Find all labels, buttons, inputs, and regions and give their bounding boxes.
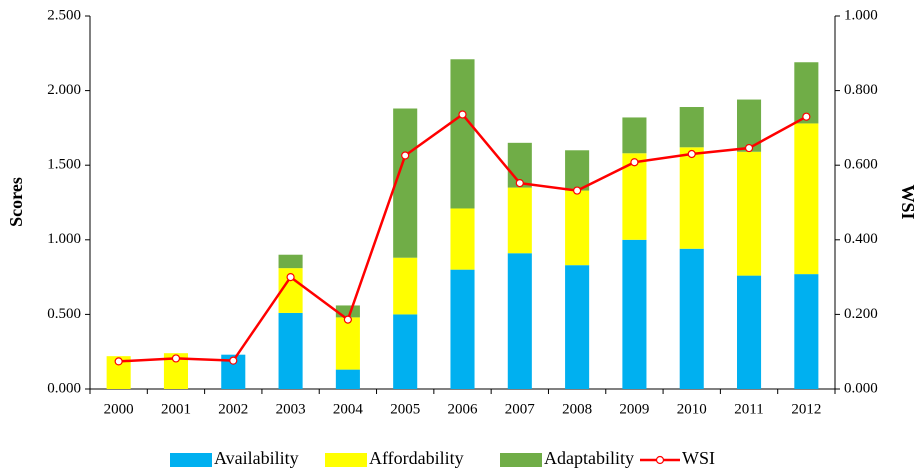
line-marker [573,186,582,195]
y-tick-label: 1.000 [47,231,81,247]
line-marker [515,179,524,188]
bar [679,107,704,148]
y2-tick-label: 0.000 [844,380,878,396]
bar [679,147,704,249]
bar [507,253,532,389]
bar [565,265,590,389]
bar [335,305,360,318]
legend-swatch [170,453,212,467]
line-marker [401,151,410,160]
line-marker [286,273,295,282]
y2-tick-label: 0.800 [844,82,878,98]
y2-tick-label: 0.200 [844,306,878,322]
bar [622,117,647,154]
y-tick-label: 0.500 [47,306,81,322]
bar [679,248,704,389]
bar [794,274,819,389]
x-tick-label: 2007 [505,401,536,417]
x-tick-label: 2009 [619,401,649,417]
legend-label: WSI [682,448,715,468]
legend-swatch [325,453,367,467]
x-tick-label: 2000 [104,401,134,417]
x-tick-label: 2010 [677,401,707,417]
x-tick-label: 2008 [562,401,592,417]
bar [335,369,360,389]
bar [450,208,475,270]
line-marker [630,158,639,167]
x-tick-label: 2012 [791,401,821,417]
bar [335,317,360,370]
line-marker [343,315,352,324]
x-tick-label: 2011 [734,401,763,417]
x-tick-label: 2005 [390,401,420,417]
bar [622,153,647,240]
y-tick-label: 2.500 [47,7,81,23]
bar [565,190,590,266]
line-marker [171,354,181,363]
line-marker [802,112,811,121]
legend-label: Adaptability [544,448,634,468]
x-tick-label: 2006 [448,401,479,417]
x-tick-label: 2002 [218,401,248,417]
x-tick-label: 2003 [276,401,306,417]
x-tick-label: 2004 [333,401,364,417]
legend-label: Affordability [369,448,464,468]
line-marker [744,143,754,153]
bar [622,239,647,389]
bar [507,187,532,254]
y2-axis-label: WSI [898,184,918,219]
bar [737,275,762,389]
bar [794,123,819,275]
y-tick-label: 0.000 [47,380,81,396]
line-marker [229,356,238,365]
line-marker [687,149,696,159]
bar [393,108,418,258]
bar [393,314,418,389]
y-tick-label: 2.000 [47,82,81,98]
bar [393,257,418,315]
line-marker [458,110,467,119]
bar [450,269,475,389]
y-axis-label: Scores [6,177,26,227]
legend-marker [655,455,665,465]
legend-label: Availability [214,448,299,468]
y2-tick-label: 1.000 [844,7,878,23]
bar [450,59,475,209]
y2-tick-label: 0.600 [844,157,878,173]
bar [278,254,303,269]
bar [565,150,590,191]
y-tick-label: 1.500 [47,157,81,173]
legend-swatch [500,453,542,467]
x-tick-label: 2001 [161,401,191,417]
y2-tick-label: 0.400 [844,231,878,247]
bar [737,151,762,276]
bar [278,312,303,389]
line-marker [114,357,123,366]
